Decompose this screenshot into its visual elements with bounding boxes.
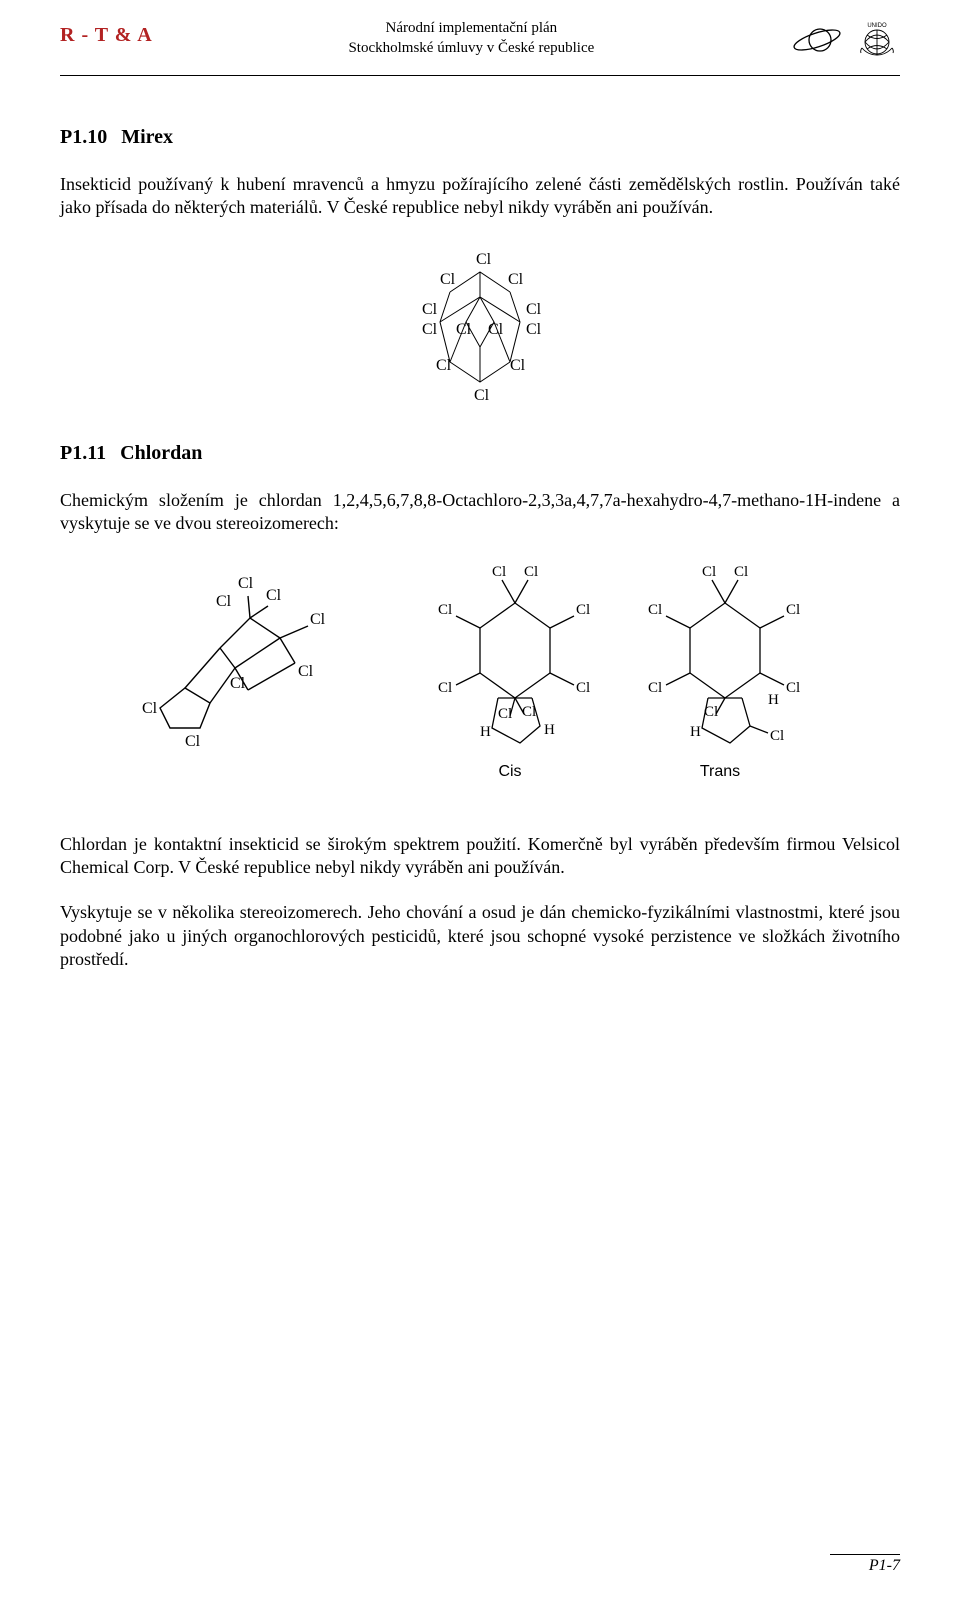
header-title-block: Národní implementační plán Stockholmské … xyxy=(153,18,790,59)
svg-text:Cl: Cl xyxy=(266,587,282,604)
p111-paragraph-3: Vyskytuje se v několika stereoizomerech.… xyxy=(60,901,900,971)
header-line-1: Národní implementační plán xyxy=(153,18,790,38)
svg-text:Cl: Cl xyxy=(438,680,452,696)
svg-text:Cl: Cl xyxy=(508,271,524,288)
svg-text:Cl: Cl xyxy=(436,357,452,374)
svg-text:Cl: Cl xyxy=(770,728,784,744)
planet-icon xyxy=(790,23,844,62)
svg-text:Cl: Cl xyxy=(648,602,662,618)
svg-text:Cl: Cl xyxy=(438,602,452,618)
heading-p111: P1.11 Chlordan xyxy=(60,442,900,465)
mirex-structure-figure: Cl Cl Cl Cl Cl Cl Cl Cl Cl Cl Cl Cl xyxy=(60,242,900,412)
heading-p111-num: P1.11 xyxy=(60,442,106,464)
svg-text:Cl: Cl xyxy=(185,733,201,748)
trans-label: Trans xyxy=(700,763,740,780)
footer-rule xyxy=(830,1554,900,1555)
heading-p110: P1.10 Mirex xyxy=(60,126,900,149)
svg-text:Cl: Cl xyxy=(456,321,472,338)
svg-text:Cl: Cl xyxy=(576,602,590,618)
svg-text:H: H xyxy=(690,724,701,740)
svg-text:Cl: Cl xyxy=(488,321,504,338)
svg-text:Cl: Cl xyxy=(648,680,662,696)
svg-text:Cl: Cl xyxy=(142,700,158,717)
p110-paragraph: Insekticid používaný k hubení mravenců a… xyxy=(60,173,900,220)
svg-text:Cl: Cl xyxy=(238,575,254,592)
heading-p110-num: P1.10 xyxy=(60,126,107,148)
svg-text:Cl: Cl xyxy=(522,704,536,720)
svg-text:Cl: Cl xyxy=(786,680,800,696)
svg-text:Cl: Cl xyxy=(704,704,718,720)
svg-text:UNIDO: UNIDO xyxy=(867,23,887,29)
svg-text:Cl: Cl xyxy=(734,564,748,580)
cis-label: Cis xyxy=(498,763,521,780)
svg-text:Cl: Cl xyxy=(474,387,490,404)
svg-text:H: H xyxy=(768,692,779,708)
svg-text:Cl: Cl xyxy=(230,675,246,692)
svg-text:Cl: Cl xyxy=(476,251,492,268)
svg-text:Cl: Cl xyxy=(422,321,438,338)
svg-text:Cl: Cl xyxy=(298,663,314,680)
heading-p111-title: Chlordan xyxy=(120,442,202,464)
p111-paragraph-2: Chlordan je kontaktní insekticid se širo… xyxy=(60,833,900,880)
chlordan-figures-row: Cl Cl Cl Cl Cl Cl Cl Cl xyxy=(60,558,900,793)
svg-text:Cl: Cl xyxy=(524,564,538,580)
svg-text:Cl: Cl xyxy=(216,593,232,610)
page-footer: P1-7 xyxy=(830,1554,900,1575)
svg-text:Cl: Cl xyxy=(526,321,542,338)
chlordan-cis-trans-figure: Cl Cl Cl Cl Cl Cl Cl Cl H H Cis xyxy=(410,558,830,793)
header-rule xyxy=(60,75,900,76)
page-header: R - T & A Národní implementační plán Sto… xyxy=(60,18,900,73)
svg-text:Cl: Cl xyxy=(498,706,512,722)
svg-text:Cl: Cl xyxy=(702,564,716,580)
footer-page-number: P1-7 xyxy=(830,1557,900,1575)
page: R - T & A Národní implementační plán Sto… xyxy=(0,0,960,1605)
heading-p110-title: Mirex xyxy=(121,126,173,148)
svg-text:Cl: Cl xyxy=(526,301,542,318)
unido-logo-icon: UNIDO xyxy=(854,20,900,65)
p111-paragraph-1: Chemickým složením je chlordan 1,2,4,5,6… xyxy=(60,489,900,536)
brand-mark: R - T & A xyxy=(60,18,153,47)
svg-text:Cl: Cl xyxy=(492,564,506,580)
svg-text:Cl: Cl xyxy=(440,271,456,288)
chlordan-generic-figure: Cl Cl Cl Cl Cl Cl Cl Cl xyxy=(130,558,350,753)
svg-text:Cl: Cl xyxy=(576,680,590,696)
svg-text:Cl: Cl xyxy=(310,611,326,628)
svg-text:H: H xyxy=(544,722,555,738)
svg-text:Cl: Cl xyxy=(510,357,526,374)
header-logos: UNIDO xyxy=(790,18,900,65)
header-line-2: Stockholmské úmluvy v České republice xyxy=(153,38,790,58)
svg-text:Cl: Cl xyxy=(422,301,438,318)
svg-text:H: H xyxy=(480,724,491,740)
svg-text:Cl: Cl xyxy=(786,602,800,618)
